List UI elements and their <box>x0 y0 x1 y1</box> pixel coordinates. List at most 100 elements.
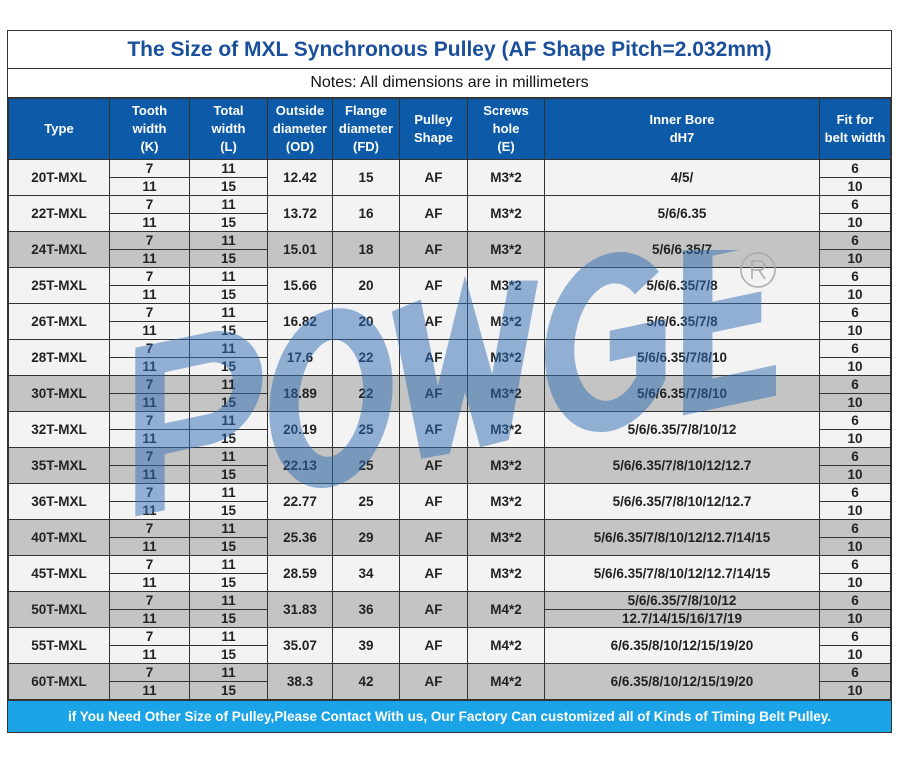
tooth-width-cell: 7 <box>109 375 190 394</box>
belt-width-cell: 6 <box>819 231 891 250</box>
total-width-cell: 15 <box>189 465 268 484</box>
total-width-cell: 15 <box>189 573 268 592</box>
belt-width-cell: 6 <box>819 591 891 610</box>
pulley-shape-cell: AF <box>399 591 468 628</box>
inner-bore-cell: 5/6/6.35/7/8/10/12/12.7/14/15 <box>544 519 820 556</box>
table-row: 40T-MXL 7 11 25.36 29 AF M3*2 5/6/6.35/7/8/10/1… <box>8 519 891 556</box>
outside-diameter-cell: 16.82 <box>267 303 333 340</box>
belt-width-cell: 10 <box>819 681 891 700</box>
total-width-cell: 11 <box>189 627 268 646</box>
flange-diameter-cell: 25 <box>332 447 400 484</box>
total-width-cell: 11 <box>189 483 268 502</box>
belt-width-cell: 10 <box>819 501 891 520</box>
total-width-cell: 11 <box>189 231 268 250</box>
tooth-width-cell: 11 <box>109 249 190 268</box>
type-cell: 22T-MXL <box>8 195 110 232</box>
column-header-line: hole <box>492 121 520 136</box>
total-width-cell: 15 <box>189 681 268 700</box>
table-notes: Notes: All dimensions are in millimeters <box>8 69 891 98</box>
inner-bore-cell: 4/5/ <box>544 159 820 196</box>
pulley-shape-cell: AF <box>399 375 468 412</box>
column-header: Flange diameter (FD) <box>332 98 400 160</box>
table-row-sub: 11 15 10 <box>9 573 891 592</box>
tooth-width-cell: 11 <box>109 681 190 700</box>
screws-hole-cell: M3*2 <box>467 339 545 376</box>
pulley-shape-cell: AF <box>399 159 468 196</box>
column-header-line: Screws <box>483 103 529 118</box>
tooth-width-cell: 11 <box>109 609 190 628</box>
pulley-shape-cell: AF <box>399 555 468 592</box>
flange-diameter-cell: 20 <box>332 303 400 340</box>
screws-hole-cell: M3*2 <box>467 447 545 484</box>
table-row: 50T-MXL 7 11 31.83 36 AF M4*2 5/6/6.35/7/8/10/1… <box>8 591 891 628</box>
total-width-cell: 15 <box>189 393 268 412</box>
total-width-cell: 15 <box>189 501 268 520</box>
screws-hole-cell: M3*2 <box>467 159 545 196</box>
belt-width-cell: 6 <box>819 447 891 466</box>
table-row: 35T-MXL 7 11 22.13 25 AF M3*2 5/6/6.35/7/8/10/1… <box>8 447 891 484</box>
belt-width-cell: 6 <box>819 411 891 430</box>
total-width-cell: 15 <box>189 645 268 664</box>
column-header: Tooth width (K) <box>109 98 190 160</box>
type-cell: 25T-MXL <box>8 267 110 304</box>
tooth-width-cell: 11 <box>109 393 190 412</box>
inner-bore-cell: 5/6/6.35/7/8 <box>544 267 820 304</box>
table-row: 45T-MXL 7 11 28.59 34 AF M3*2 5/6/6.35/7/8/10/1… <box>8 555 891 592</box>
column-header-line: Fit for <box>836 112 874 127</box>
tooth-width-cell: 7 <box>109 231 190 250</box>
screws-hole-cell: M3*2 <box>467 303 545 340</box>
flange-diameter-cell: 34 <box>332 555 400 592</box>
column-header-line: width <box>211 121 246 136</box>
belt-width-cell: 10 <box>819 321 891 340</box>
belt-width-cell: 10 <box>819 609 891 628</box>
pulley-shape-cell: AF <box>399 231 468 268</box>
tooth-width-cell: 7 <box>109 483 190 502</box>
inner-bore-cell: 5/6/6.35/7/8/10/12 <box>544 591 820 610</box>
table-row: 20T-MXL 7 11 12.42 15 AF M3*2 4/5/6 <box>8 159 891 196</box>
inner-bore-cell: 5/6/6.35/7/8/10/12/12.7 <box>544 483 820 520</box>
tooth-width-cell: 11 <box>109 429 190 448</box>
table-row: 26T-MXL 7 11 16.82 20 AF M3*2 5/6/6.35/7/8 6 <box>8 303 891 340</box>
column-header: Outside diameter (OD) <box>267 98 333 160</box>
column-header-line: Pulley <box>414 112 453 127</box>
pulley-shape-cell: AF <box>399 627 468 664</box>
total-width-cell: 15 <box>189 213 268 232</box>
column-header: Pulley Shape <box>399 98 468 160</box>
tooth-width-cell: 11 <box>109 321 190 340</box>
column-header-line: (E) <box>497 139 515 154</box>
screws-hole-cell: M3*2 <box>467 411 545 448</box>
tooth-width-cell: 7 <box>109 447 190 466</box>
belt-width-cell: 10 <box>819 429 891 448</box>
column-header-line: (FD) <box>353 139 379 154</box>
tooth-width-cell: 7 <box>109 339 190 358</box>
inner-bore-cell: 6/6.35/8/10/12/15/19/20 <box>544 663 820 700</box>
belt-width-cell: 6 <box>819 303 891 322</box>
belt-width-cell: 10 <box>819 285 891 304</box>
tooth-width-cell: 7 <box>109 627 190 646</box>
belt-width-cell: 10 <box>819 393 891 412</box>
belt-width-cell: 6 <box>819 555 891 574</box>
tooth-width-cell: 7 <box>109 555 190 574</box>
total-width-cell: 11 <box>189 555 268 574</box>
total-width-cell: 11 <box>189 447 268 466</box>
screws-hole-cell: M4*2 <box>467 627 545 664</box>
table-row: 36T-MXL 7 11 22.77 25 AF M3*2 5/6/6.35/7/8/10/1… <box>8 483 891 520</box>
flange-diameter-cell: 36 <box>332 591 400 628</box>
column-header-line: Total <box>213 103 244 118</box>
belt-width-cell: 10 <box>819 249 891 268</box>
tooth-width-cell: 7 <box>109 267 190 286</box>
inner-bore-cell: 5/6/6.35/7 <box>544 231 820 268</box>
total-width-cell: 15 <box>189 429 268 448</box>
screws-hole-cell: M4*2 <box>467 663 545 700</box>
table-row-sub: 11 15 10 <box>9 537 891 556</box>
screws-hole-cell: M3*2 <box>467 195 545 232</box>
belt-width-cell: 10 <box>819 465 891 484</box>
pulley-shape-cell: AF <box>399 447 468 484</box>
column-header: Screws hole (E) <box>467 98 545 160</box>
type-cell: 30T-MXL <box>8 375 110 412</box>
tooth-width-cell: 11 <box>109 501 190 520</box>
column-header: Inner Bore dH7 <box>544 98 820 160</box>
column-header-line: Tooth <box>131 103 168 118</box>
flange-diameter-cell: 42 <box>332 663 400 700</box>
total-width-cell: 11 <box>189 519 268 538</box>
